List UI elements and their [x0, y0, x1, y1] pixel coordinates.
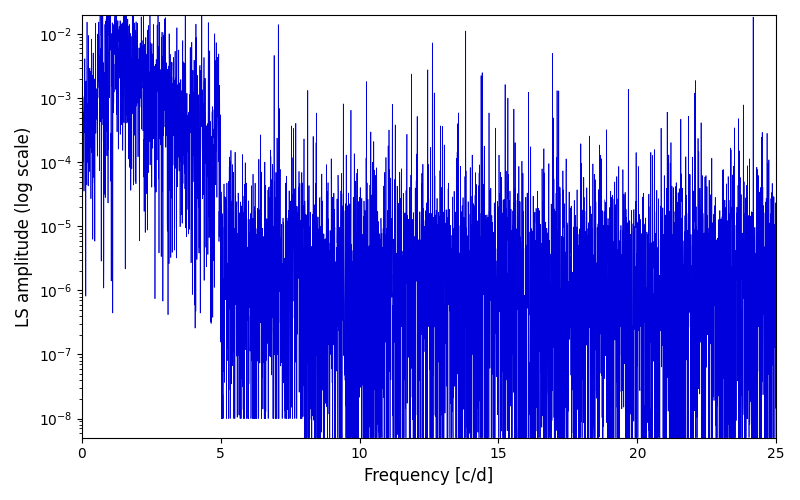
X-axis label: Frequency [c/d]: Frequency [c/d] [364, 467, 494, 485]
Y-axis label: LS amplitude (log scale): LS amplitude (log scale) [15, 126, 33, 326]
